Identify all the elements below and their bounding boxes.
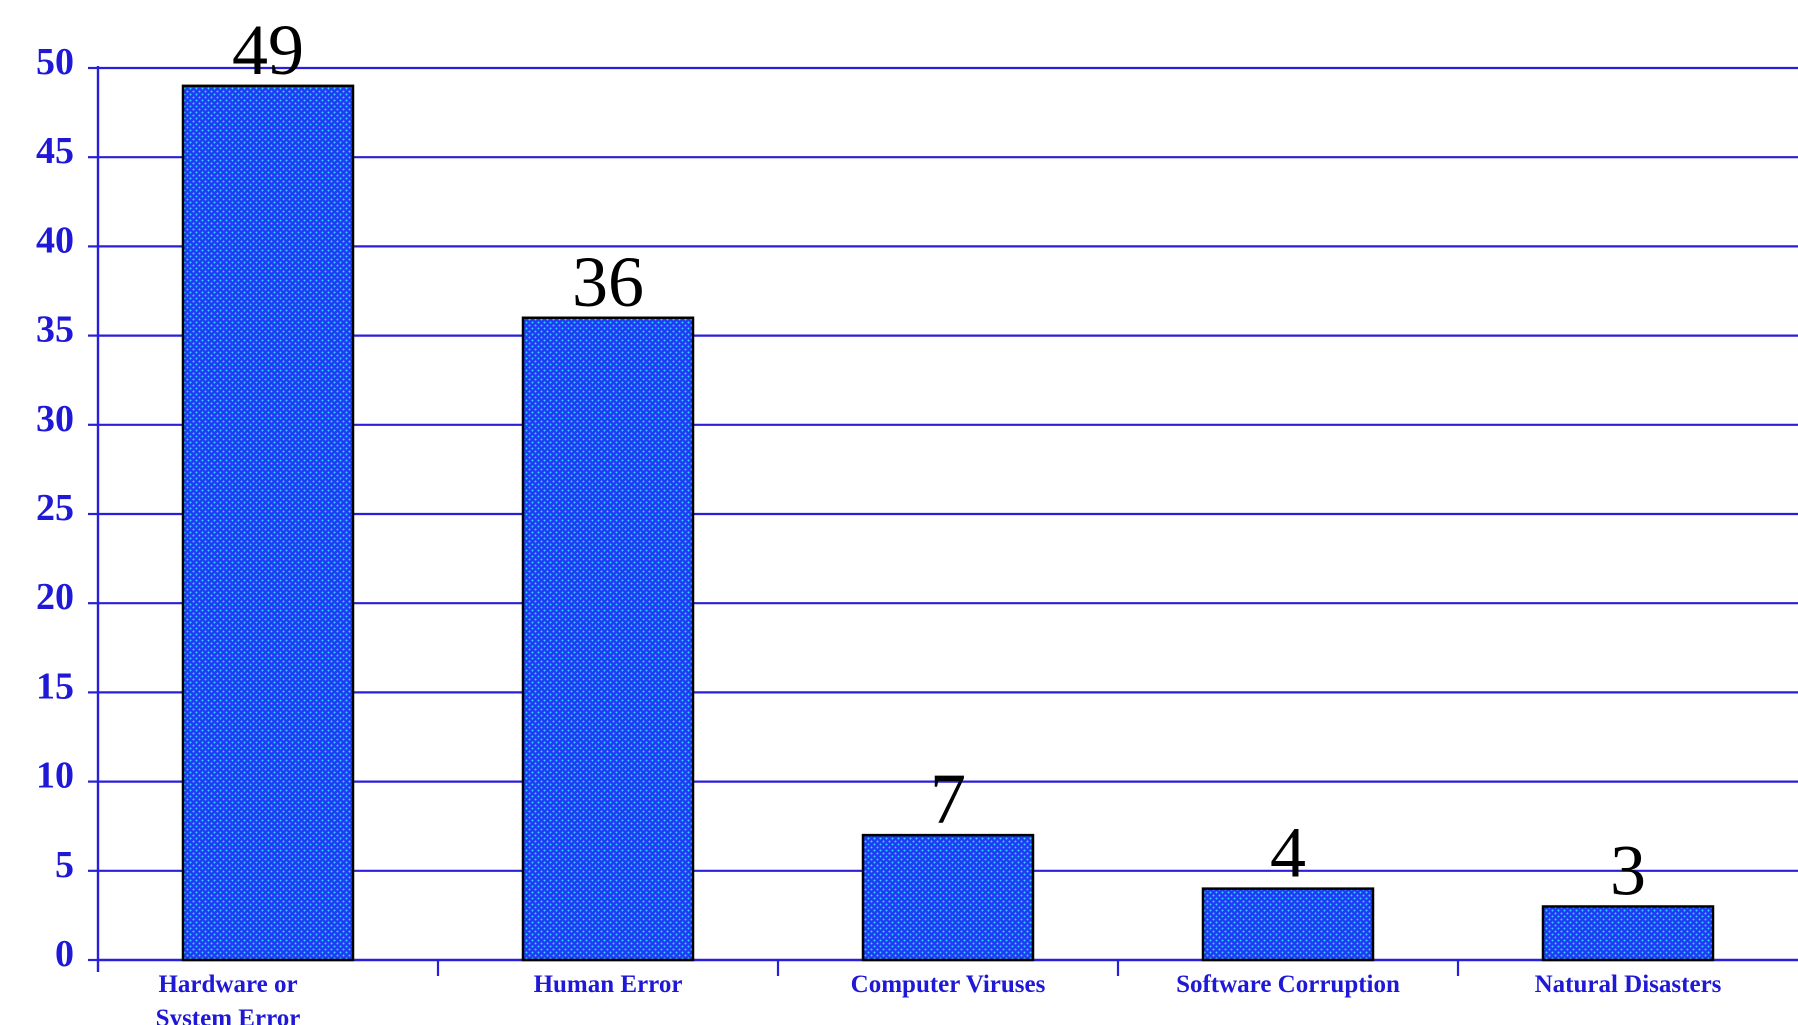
x-category-label-line: Computer Viruses	[851, 971, 1046, 998]
y-tick-label: 10	[36, 755, 74, 797]
grid-layer	[98, 66, 1798, 872]
x-category-label-line: System Error	[156, 1005, 301, 1025]
y-tick-label: 20	[36, 576, 74, 618]
label-layer: 0 5 10 15 20 25 30 35 40 45 50 49 Hardware or System …	[36, 10, 1722, 1025]
x-category-label: Computer Viruses	[851, 971, 1046, 998]
y-tick-label: 35	[36, 309, 74, 351]
bar-5	[1541, 905, 1715, 962]
y-tick-label: 40	[36, 219, 74, 261]
x-category-label-line: Software Corruption	[1176, 971, 1400, 998]
x-category-label: Hardware or System Error	[156, 971, 301, 1025]
value-label: 7	[930, 759, 966, 839]
x-category-label-line: Hardware or	[158, 971, 297, 998]
y-tick-label: 45	[36, 130, 74, 172]
value-label: 36	[572, 242, 644, 322]
bar-1	[181, 84, 355, 962]
y-tick-label: 50	[36, 41, 74, 83]
value-label: 49	[232, 10, 304, 90]
x-category-label-line: Human Error	[534, 971, 683, 998]
y-tick-label: 5	[55, 844, 74, 886]
x-category-label: Software Corruption	[1176, 971, 1400, 998]
y-tick-label: 0	[55, 933, 74, 975]
y-tick-label: 30	[36, 398, 74, 440]
value-label: 4	[1270, 813, 1306, 893]
y-tick-label: 25	[36, 487, 74, 529]
x-category-label: Human Error	[534, 971, 683, 998]
bar-3	[861, 833, 1035, 962]
bar-layer	[181, 84, 1715, 962]
x-category-label-line: Natural Disasters	[1535, 971, 1722, 998]
x-category-label: Natural Disasters	[1535, 971, 1722, 998]
value-label: 3	[1610, 830, 1646, 910]
y-tick-label: 15	[36, 665, 74, 707]
bar-4	[1201, 887, 1375, 962]
bar-2	[521, 316, 695, 962]
